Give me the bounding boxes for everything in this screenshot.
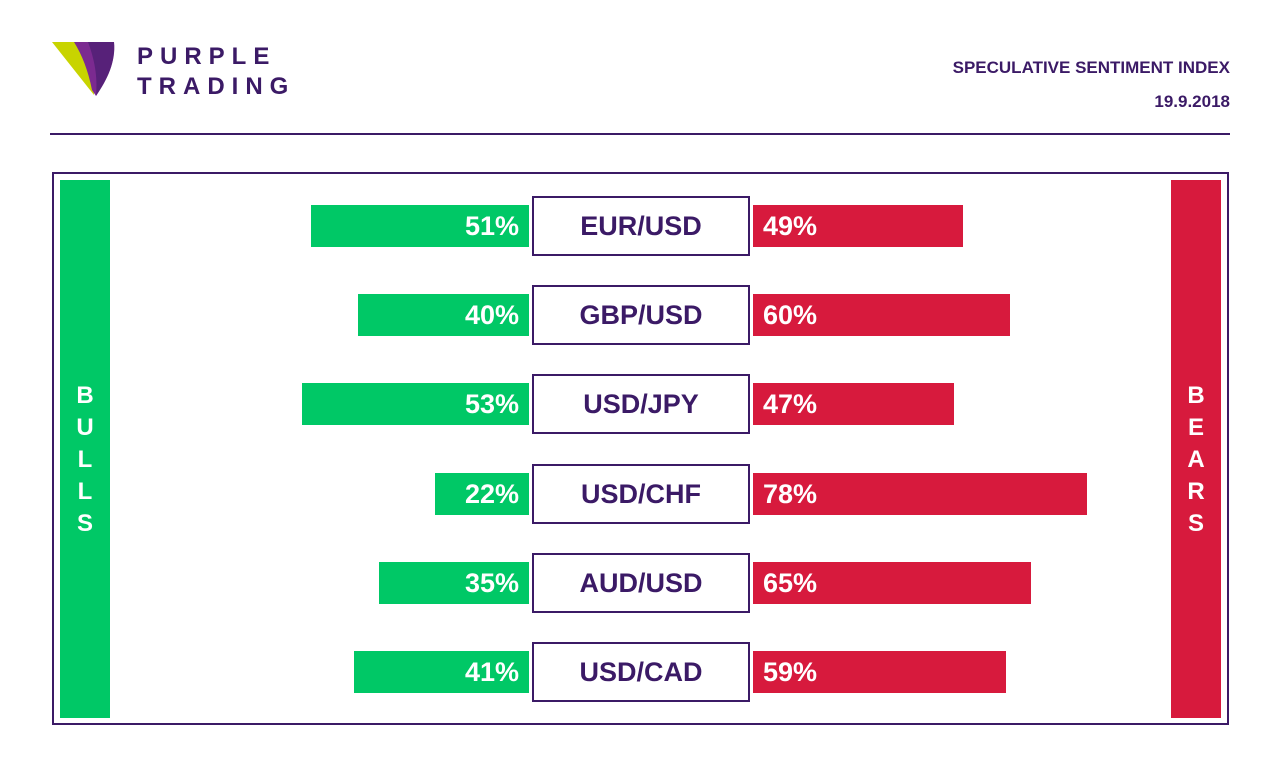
currency-pair-label: USD/CAD [532,642,750,702]
side-label-letter: A [1187,446,1205,473]
bear-bar: 47% [753,383,955,426]
purple-trading-logo: PURPLE TRADING [52,40,312,100]
header-divider [50,133,1230,135]
logo-mark-icon [52,42,115,96]
side-label-letter: E [1187,414,1204,441]
chart-frame [52,172,1229,725]
bear-value-label: 47% [763,389,818,420]
bear-bar: 78% [753,472,1087,515]
currency-pair-label: EUR/USD [532,196,750,256]
bear-value-label: 78% [763,478,818,509]
side-label-letter: L [77,478,93,505]
bear-bar: 49% [753,205,963,247]
bull-bar: 40% [357,294,529,337]
currency-pair-label: USD/JPY [532,374,750,435]
bear-value-label: 59% [763,657,818,687]
logo-wordmark: PURPLE TRADING [137,42,295,102]
bull-value-label: 53% [464,389,519,420]
bull-value-label: 35% [464,567,519,598]
bull-value-label: 22% [464,478,519,509]
bear-value-label: 60% [763,300,818,331]
side-label-letter: S [76,510,93,537]
bull-bar: 22% [434,472,529,515]
side-label-letter: R [1187,478,1205,505]
bear-bar: 60% [753,294,1010,337]
currency-pair-label: AUD/USD [532,552,750,613]
page-date: 19.9.2018 [1154,92,1230,111]
side-label-letter: U [76,414,94,441]
bear-bar: 59% [753,651,1006,693]
side-label-letter: B [76,382,94,409]
bull-bar: 53% [302,383,529,426]
bear-value-label: 65% [763,567,818,598]
bull-bar: 51% [310,205,529,247]
side-label-letter: B [1187,382,1205,409]
bull-bar: 35% [379,561,529,604]
bull-bar: 41% [353,651,529,693]
bull-value-label: 40% [464,300,519,331]
currency-pair-label: USD/CHF [532,463,750,524]
bull-value-label: 51% [464,211,519,241]
logo-line-1: PURPLE [137,43,277,70]
side-label-letter: S [1187,510,1204,537]
side-label-letter: L [77,446,93,473]
bull-value-label: 41% [464,657,519,687]
bear-value-label: 49% [763,211,818,241]
currency-pair-label: GBP/USD [532,285,750,346]
page-title: SPECULATIVE SENTIMENT INDEX [952,58,1230,77]
logo-line-2: TRADING [137,73,296,100]
bear-bar: 65% [753,561,1032,604]
